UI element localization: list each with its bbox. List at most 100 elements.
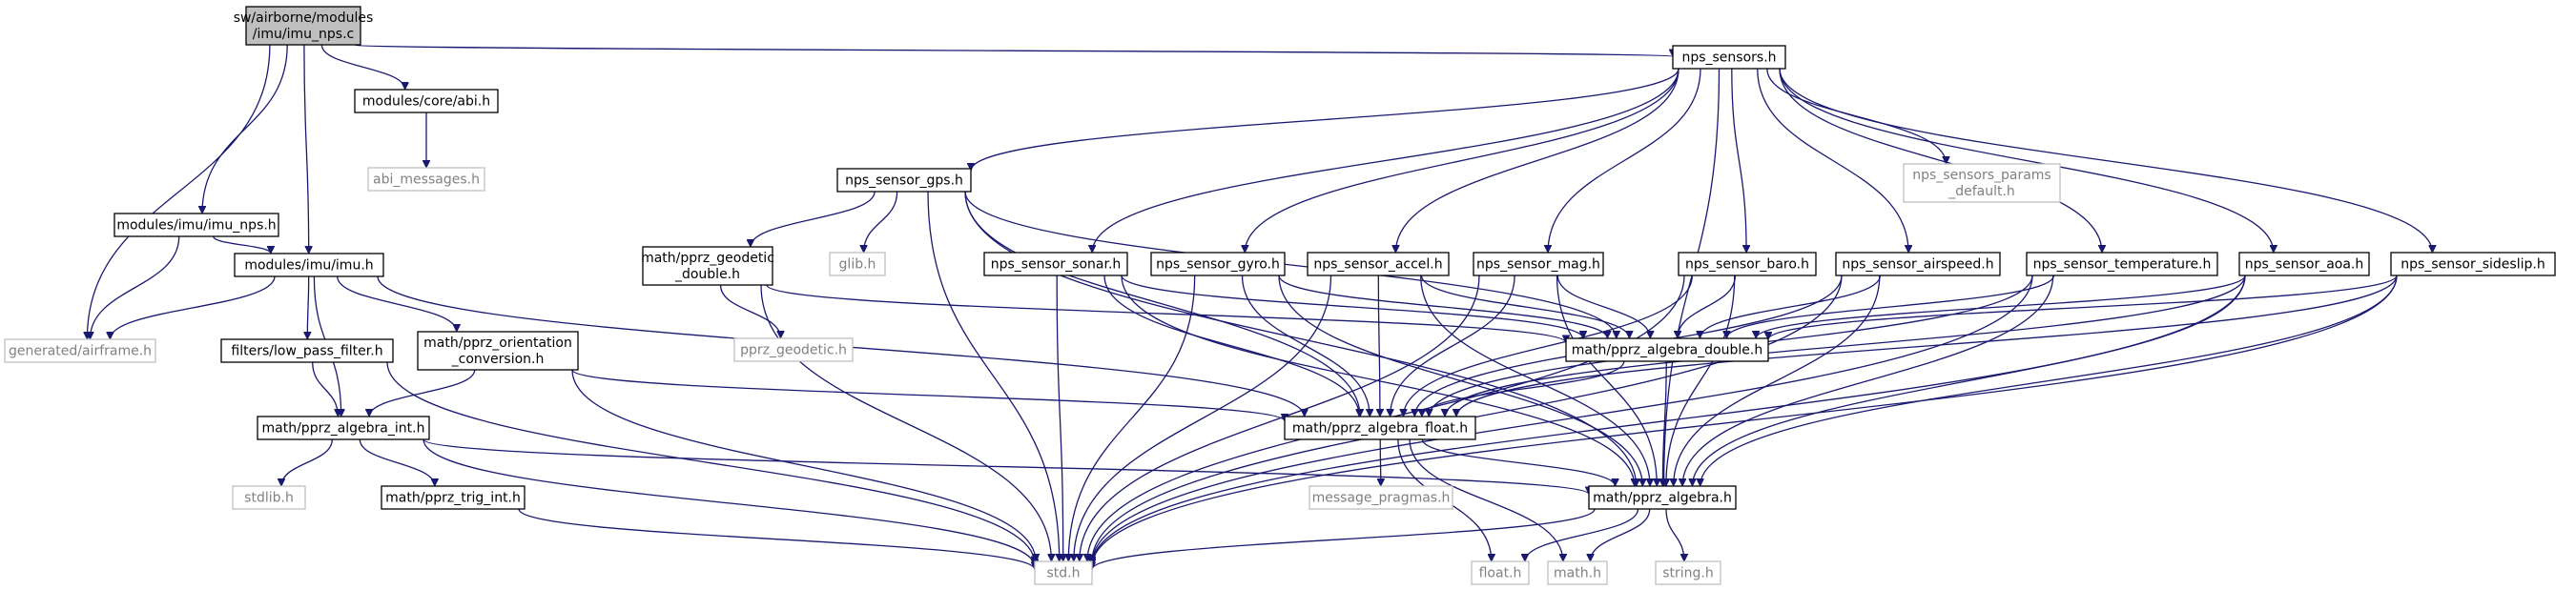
edge-nps_sensors-to-sensor_baro xyxy=(1731,68,1746,253)
node-box xyxy=(234,253,384,277)
edge-line xyxy=(1456,275,2398,417)
node-box xyxy=(1903,163,2061,203)
node-abi-messages: abi_messages.h xyxy=(367,167,485,192)
edge-nps_sensors-to-sensor_sonar xyxy=(1092,68,1680,253)
edge-line xyxy=(571,369,1036,561)
edge-line xyxy=(1092,508,1596,570)
edge-imu_nps_c-to-nps_sensors xyxy=(354,44,1673,57)
node-sensor-sonar[interactable]: nps_sensor_sonar.h xyxy=(983,252,1128,276)
edge-sensor_baro-to-algebra xyxy=(1666,275,1736,486)
node-algebra-int[interactable]: math/pprz_algebra_int.h xyxy=(257,416,430,440)
node-box xyxy=(1473,252,1604,276)
node-box xyxy=(733,337,854,362)
node-label: nps_sensor_baro.h xyxy=(1685,257,1809,273)
edge-imu_nps_h-to-airframe xyxy=(90,235,180,339)
node-low-pass[interactable]: filters/low_pass_filter.h xyxy=(220,338,394,363)
edge-line xyxy=(359,438,435,487)
edge-line xyxy=(1056,275,1063,561)
node-box xyxy=(1150,252,1286,276)
edge-line xyxy=(312,361,339,417)
node-label: math/pprz_geodetic xyxy=(641,251,774,266)
edge-algebra_float-to-math_h xyxy=(1409,438,1563,561)
edge-imu_h-to-airframe xyxy=(110,275,276,340)
node-sensor-gyro[interactable]: nps_sensor_gyro.h xyxy=(1150,252,1286,276)
edge-line xyxy=(1591,508,1651,562)
node-box xyxy=(220,338,394,363)
node-imu-nps-c[interactable]: sw/airborne/modules/imu/imu_nps.c xyxy=(234,6,374,46)
edge-algebra_float-to-algebra xyxy=(1421,438,1615,487)
node-trig-int[interactable]: math/pprz_trig_int.h xyxy=(381,485,526,510)
node-core-abi[interactable]: modules/core/abi.h xyxy=(354,89,499,113)
node-box xyxy=(417,331,579,371)
node-string-h: string.h xyxy=(1655,560,1721,585)
node-algebra[interactable]: math/pprz_algebra.h xyxy=(1588,485,1737,510)
node-sensor-gps[interactable]: nps_sensor_gps.h xyxy=(836,168,972,193)
node-label: _conversion.h xyxy=(451,352,545,367)
edge-low_pass-to-algebra_int xyxy=(312,361,339,417)
node-orientation[interactable]: math/pprz_orientation_conversion.h xyxy=(417,331,579,371)
node-sensor-temperature[interactable]: nps_sensor_temperature.h xyxy=(2026,252,2218,276)
edge-line xyxy=(422,438,1589,495)
edge-sensor_temperature-to-algebra_double xyxy=(1726,275,2055,339)
node-label: modules/imu/imu_nps.h xyxy=(116,218,276,234)
edge-line xyxy=(1682,275,2054,486)
node-sensor-accel[interactable]: nps_sensor_accel.h xyxy=(1307,252,1450,276)
edge-line xyxy=(1700,275,2398,486)
edge-line xyxy=(1666,275,1736,486)
edge-sensor_mag-to-algebra xyxy=(1556,275,1658,486)
node-sensor-baro[interactable]: nps_sensor_baro.h xyxy=(1678,252,1817,276)
node-label: string.h xyxy=(1662,566,1714,581)
node-imu-h[interactable]: modules/imu/imu.h xyxy=(234,253,384,277)
edge-line xyxy=(1779,68,2274,253)
edge-line xyxy=(90,235,180,339)
node-label: float.h xyxy=(1479,566,1522,581)
node-box xyxy=(1034,560,1093,585)
edge-line xyxy=(1409,438,1563,561)
node-box xyxy=(2238,252,2370,276)
node-box xyxy=(232,485,306,510)
edge-line xyxy=(1092,275,2033,564)
node-sensor-aoa[interactable]: nps_sensor_aoa.h xyxy=(2238,252,2370,276)
edge-sensor_mag-to-algebra_double xyxy=(1556,275,1650,339)
node-geodetic-double[interactable]: math/pprz_geodetic_double.h xyxy=(641,246,774,286)
edge-algebra_int-to-stdlib xyxy=(281,438,333,487)
edge-line xyxy=(1665,508,1684,561)
edge-sensor_gps-to-glib xyxy=(864,191,898,253)
node-algebra-float[interactable]: math/pprz_algebra_float.h xyxy=(1284,416,1476,440)
edge-sensor_sideslip-to-algebra_float xyxy=(1456,275,2398,417)
edge-orientation-to-std xyxy=(571,369,1036,561)
edge-line xyxy=(1525,508,1639,562)
edge-nps_sensors-to-algebra xyxy=(1664,68,1721,486)
edge-sensor_sideslip-to-algebra_double xyxy=(1768,275,2398,340)
node-nps-sensors[interactable]: nps_sensors.h xyxy=(1672,45,1786,70)
node-label: stdlib.h xyxy=(244,491,294,506)
edge-line xyxy=(1395,68,1680,253)
edge-line xyxy=(964,191,1360,417)
edge-line xyxy=(87,44,271,339)
node-label: math/pprz_trig_int.h xyxy=(385,491,521,506)
node-box xyxy=(367,167,485,192)
node-label: filters/low_pass_filter.h xyxy=(231,344,382,359)
node-box xyxy=(1678,252,1817,276)
node-box xyxy=(1835,252,2001,276)
node-message-pragmas: message_pragmas.h xyxy=(1309,485,1453,510)
node-sensor-mag[interactable]: nps_sensor_mag.h xyxy=(1473,252,1604,276)
node-imu-nps-h[interactable]: modules/imu/imu_nps.h xyxy=(113,213,279,237)
node-algebra-double[interactable]: math/pprz_algebra_double.h xyxy=(1565,337,1769,362)
edge-sensor_temperature-to-std xyxy=(1092,275,2033,564)
node-label: math/pprz_algebra.h xyxy=(1593,491,1732,506)
edge-imu_nps_c-to-core_abi xyxy=(320,44,404,91)
edge-low_pass-to-std xyxy=(386,361,1035,564)
node-box xyxy=(1471,560,1530,585)
edge-line xyxy=(1779,68,2102,253)
node-label: math.h xyxy=(1554,566,1601,581)
edge-line xyxy=(719,284,781,339)
edge-line xyxy=(1756,275,2246,339)
node-label: glib.h xyxy=(839,257,876,273)
node-label: math/pprz_algebra_int.h xyxy=(262,421,425,437)
edge-line xyxy=(1556,275,1650,339)
node-sensor-sideslip[interactable]: nps_sensor_sideslip.h xyxy=(2390,252,2556,276)
node-sensor-airspeed[interactable]: nps_sensor_airspeed.h xyxy=(1835,252,2001,276)
edge-nps_sensors-to-sensor_sideslip xyxy=(1779,68,2432,253)
